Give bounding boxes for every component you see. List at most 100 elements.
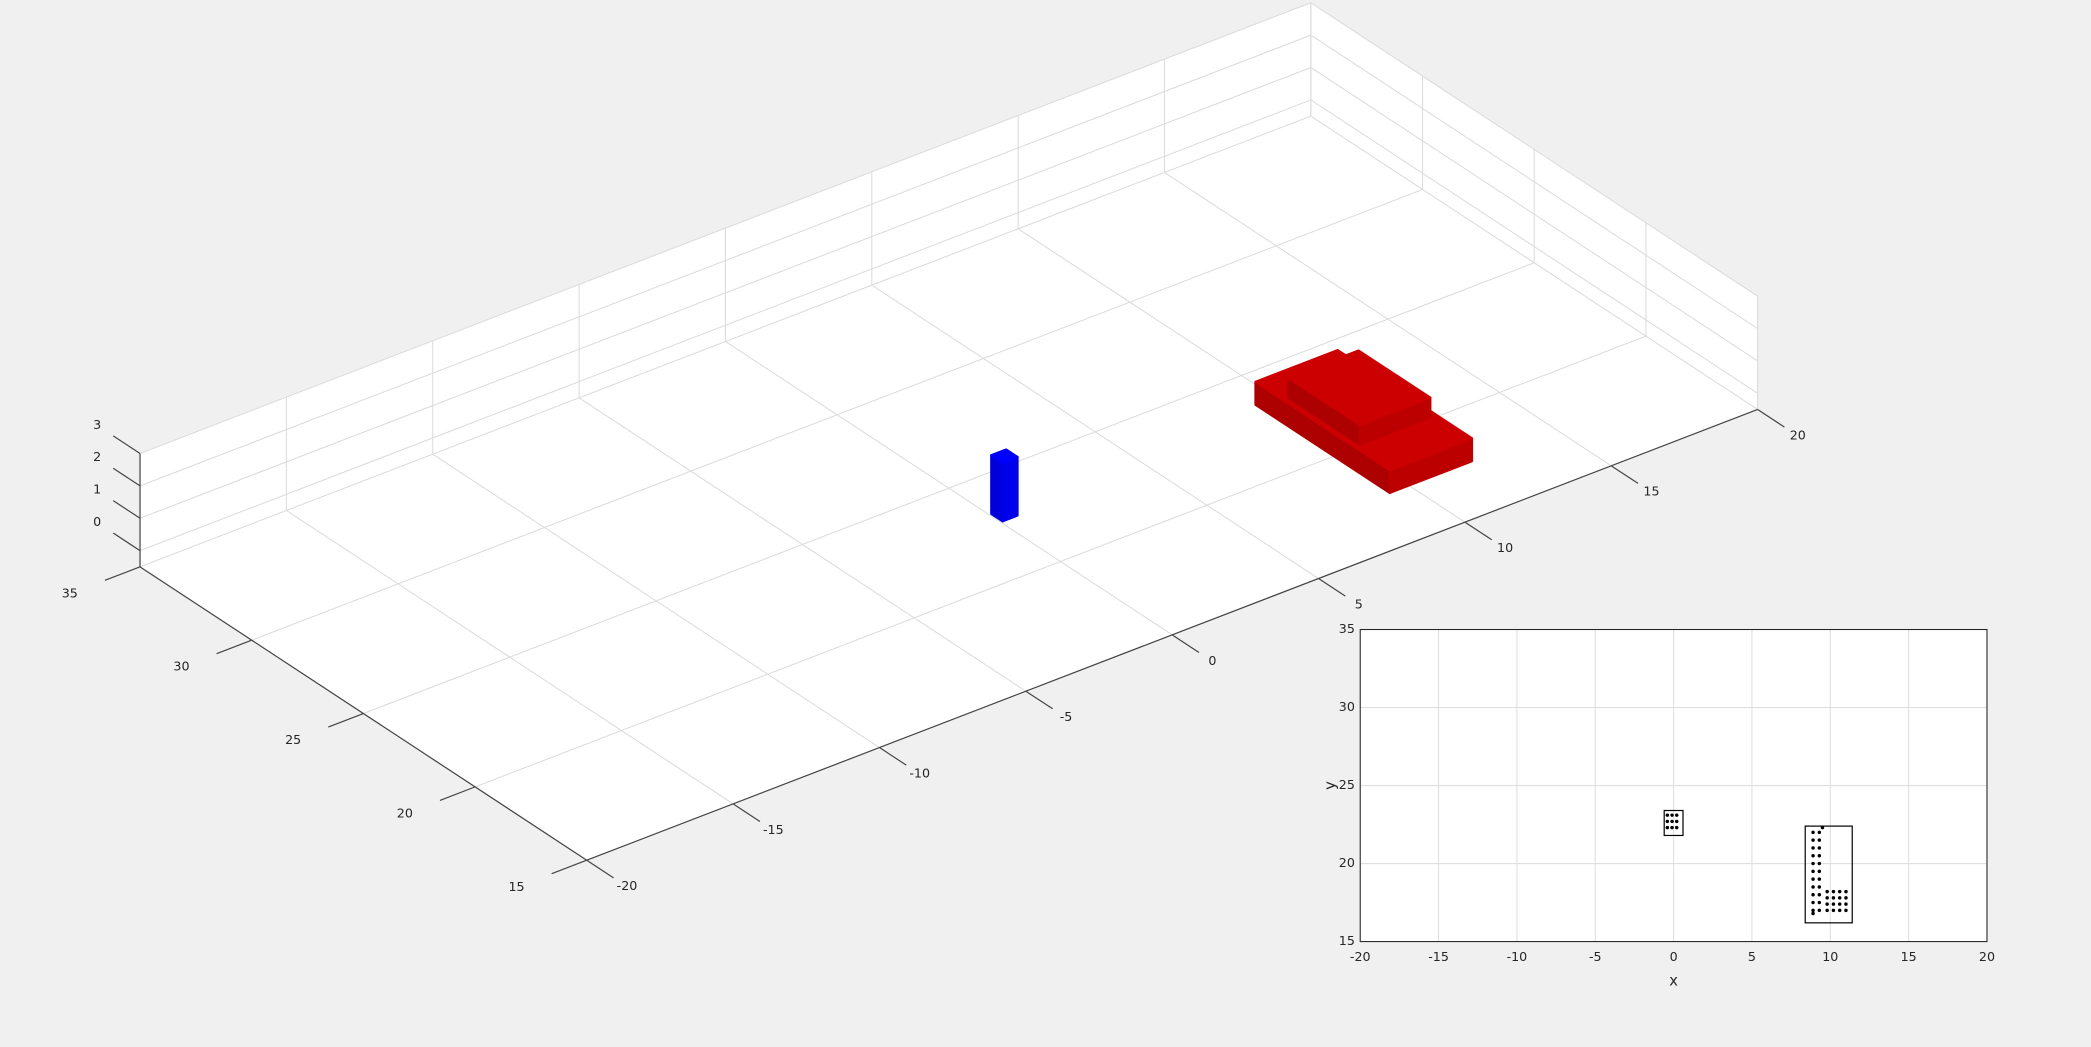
grid-line bbox=[139, 2, 1758, 454]
x-tick bbox=[1025, 690, 1053, 710]
z-tick-label: 0 bbox=[93, 514, 101, 529]
point bbox=[1825, 896, 1829, 900]
point bbox=[1665, 813, 1670, 817]
z-tick bbox=[112, 532, 141, 552]
y-tick-label: 30 bbox=[1339, 699, 1355, 714]
point bbox=[1817, 893, 1822, 897]
z-tick bbox=[112, 435, 141, 454]
point bbox=[1811, 893, 1815, 897]
point bbox=[1825, 889, 1829, 894]
point bbox=[1817, 877, 1822, 881]
point bbox=[1665, 819, 1670, 824]
x-tick-label: -10 bbox=[1507, 949, 1528, 964]
x-tick bbox=[586, 859, 614, 879]
point bbox=[1675, 813, 1679, 817]
point bbox=[1837, 889, 1842, 894]
axes-background bbox=[140, 2, 1758, 861]
object-front bbox=[1001, 455, 1019, 523]
point bbox=[1844, 889, 1848, 894]
point bbox=[1837, 896, 1842, 900]
x-tick-label: 5 bbox=[1355, 596, 1363, 611]
x-tick-label: 10 bbox=[1822, 949, 1838, 964]
x-tick-label: -20 bbox=[1350, 949, 1371, 964]
x-tick-label: 15 bbox=[1901, 949, 1917, 964]
point bbox=[1670, 825, 1674, 830]
point bbox=[1811, 830, 1815, 835]
point bbox=[1831, 902, 1836, 906]
point bbox=[1817, 869, 1822, 874]
y-tick bbox=[328, 712, 364, 728]
x-tick bbox=[1171, 634, 1200, 653]
grid-line bbox=[139, 2, 1312, 568]
grid-line bbox=[139, 66, 1758, 519]
x-tick-label: 20 bbox=[1979, 949, 1995, 964]
point bbox=[1817, 854, 1822, 858]
point bbox=[1670, 819, 1674, 824]
y-tick-label: 25 bbox=[1339, 777, 1355, 792]
axes-frame bbox=[1359, 628, 1988, 943]
x-tick bbox=[1464, 521, 1493, 541]
x-tick-label: 10 bbox=[1497, 540, 1513, 555]
grid-line bbox=[251, 76, 1424, 641]
point bbox=[1811, 846, 1815, 850]
point bbox=[1844, 896, 1848, 900]
x-tick-label: 5 bbox=[1748, 949, 1756, 964]
x-axis-label: x bbox=[1669, 973, 1678, 990]
x-tick bbox=[1757, 408, 1785, 428]
grid-line bbox=[363, 149, 1535, 715]
y-tick-label: 20 bbox=[397, 805, 413, 820]
x-tick-label: -15 bbox=[1428, 949, 1449, 964]
point bbox=[1820, 825, 1825, 830]
y-tick-label: 30 bbox=[173, 659, 189, 674]
point bbox=[1817, 838, 1822, 842]
point bbox=[1811, 900, 1815, 905]
point bbox=[1811, 838, 1815, 842]
y-tick-label: 15 bbox=[508, 879, 524, 894]
x-tick-label: 0 bbox=[1208, 653, 1216, 668]
x-tick-label: -5 bbox=[1589, 949, 1602, 964]
point bbox=[1811, 877, 1815, 881]
point bbox=[1817, 885, 1822, 889]
point bbox=[1811, 869, 1815, 874]
bounding-box bbox=[1804, 825, 1853, 924]
point bbox=[1831, 908, 1836, 913]
point bbox=[1811, 885, 1815, 889]
object-top bbox=[990, 448, 1019, 465]
point bbox=[1831, 896, 1836, 900]
z-tick-label: 2 bbox=[93, 449, 101, 464]
grid-line bbox=[139, 99, 1758, 552]
bounding-box bbox=[1663, 809, 1684, 837]
x-tick bbox=[1610, 465, 1639, 484]
grid-line bbox=[474, 222, 1647, 788]
point bbox=[1825, 908, 1829, 913]
x-tick-label: -10 bbox=[909, 765, 930, 780]
y-tick-label: 20 bbox=[1339, 855, 1355, 870]
x-tick-label: 15 bbox=[1643, 484, 1659, 499]
object-side bbox=[990, 454, 1004, 523]
point bbox=[1817, 861, 1822, 866]
y-tick bbox=[551, 859, 587, 875]
point bbox=[1817, 830, 1822, 835]
x-tick bbox=[1318, 578, 1346, 597]
x-tick-label: -5 bbox=[1060, 709, 1073, 724]
y-tick bbox=[439, 786, 476, 801]
point bbox=[1844, 902, 1848, 906]
x-tick-label: 0 bbox=[1670, 949, 1678, 964]
x-tick bbox=[879, 747, 907, 766]
point bbox=[1811, 911, 1815, 916]
x-tick-label: -15 bbox=[763, 822, 784, 837]
x-tick-label: 20 bbox=[1790, 427, 1806, 442]
x-tick bbox=[732, 803, 761, 822]
y-tick-label: 35 bbox=[62, 585, 78, 600]
y-tick bbox=[104, 566, 141, 581]
point bbox=[1837, 908, 1842, 913]
point bbox=[1665, 825, 1670, 830]
z-tick-label: 3 bbox=[93, 417, 101, 432]
point bbox=[1844, 908, 1848, 913]
point bbox=[1811, 854, 1815, 858]
z-tick-label: 1 bbox=[93, 482, 101, 497]
y-tick-label: 15 bbox=[1339, 933, 1355, 948]
x-tick-label: -20 bbox=[617, 878, 638, 893]
